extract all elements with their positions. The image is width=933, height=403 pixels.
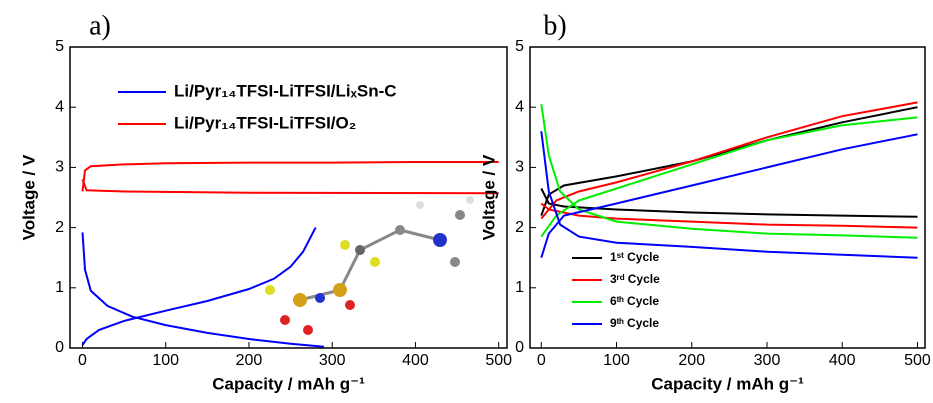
y-tick-label: 3: [55, 159, 64, 176]
legend-label: 6ᵗʰ Cycle: [610, 294, 659, 308]
legend-label: 3ʳᵈ Cycle: [610, 272, 660, 286]
data-line: [83, 228, 316, 345]
x-tick-label: 200: [236, 352, 263, 369]
data-line: [83, 232, 324, 346]
legend-label: 1ˢᵗ Cycle: [610, 250, 659, 264]
x-axis-label: Capacity / mAh g⁻¹: [212, 374, 365, 393]
y-tick-label: 1: [515, 279, 524, 296]
legend-label: 9ᵗʰ Cycle: [610, 316, 659, 330]
panel-title: b): [543, 10, 566, 41]
y-tick-label: 2: [55, 219, 64, 236]
x-tick-label: 300: [754, 352, 781, 369]
x-tick-label: 200: [678, 352, 705, 369]
y-axis-label: Voltage / V: [479, 154, 498, 240]
data-line: [541, 189, 917, 217]
figure: a)0100200300400500012345Capacity / mAh g…: [0, 0, 933, 403]
y-axis-label: Voltage / V: [19, 154, 38, 240]
y-tick-label: 1: [55, 279, 64, 296]
data-line: [83, 162, 499, 192]
data-line: [541, 102, 917, 218]
panel: a) 0 100 200 300 400 500 0 1 2 3 4 5 Capacity / mAh g…: [19, 10, 512, 393]
y-tick-label: 3: [515, 159, 524, 176]
x-tick-label: 100: [152, 352, 179, 369]
y-tick-label: 0: [515, 339, 524, 356]
y-tick-label: 5: [515, 38, 524, 55]
x-axis-label: Capacity / mAh g⁻¹: [651, 374, 804, 393]
legend-label: Li/Pyr₁₄TFSI-LiTFSI/O₂: [174, 113, 356, 132]
x-tick-label: 300: [319, 352, 346, 369]
x-tick-label: 500: [485, 352, 512, 369]
y-tick-label: 5: [55, 38, 64, 55]
y-tick-label: 2: [515, 219, 524, 236]
legend-label: Li/Pyr₁₄TFSI-LiTFSI/LiₓSn-C: [174, 81, 397, 100]
data-line: [83, 179, 499, 193]
x-tick-label: 400: [402, 352, 429, 369]
x-tick-label: 0: [537, 352, 546, 369]
x-tick-label: 0: [78, 352, 87, 369]
x-tick-label: 500: [904, 352, 931, 369]
y-tick-label: 4: [515, 98, 524, 115]
panel-title: a): [89, 10, 111, 41]
y-tick-label: 0: [55, 339, 64, 356]
y-tick-label: 4: [55, 98, 64, 115]
x-tick-label: 100: [603, 352, 630, 369]
x-tick-label: 400: [829, 352, 856, 369]
molecule: [265, 196, 474, 335]
